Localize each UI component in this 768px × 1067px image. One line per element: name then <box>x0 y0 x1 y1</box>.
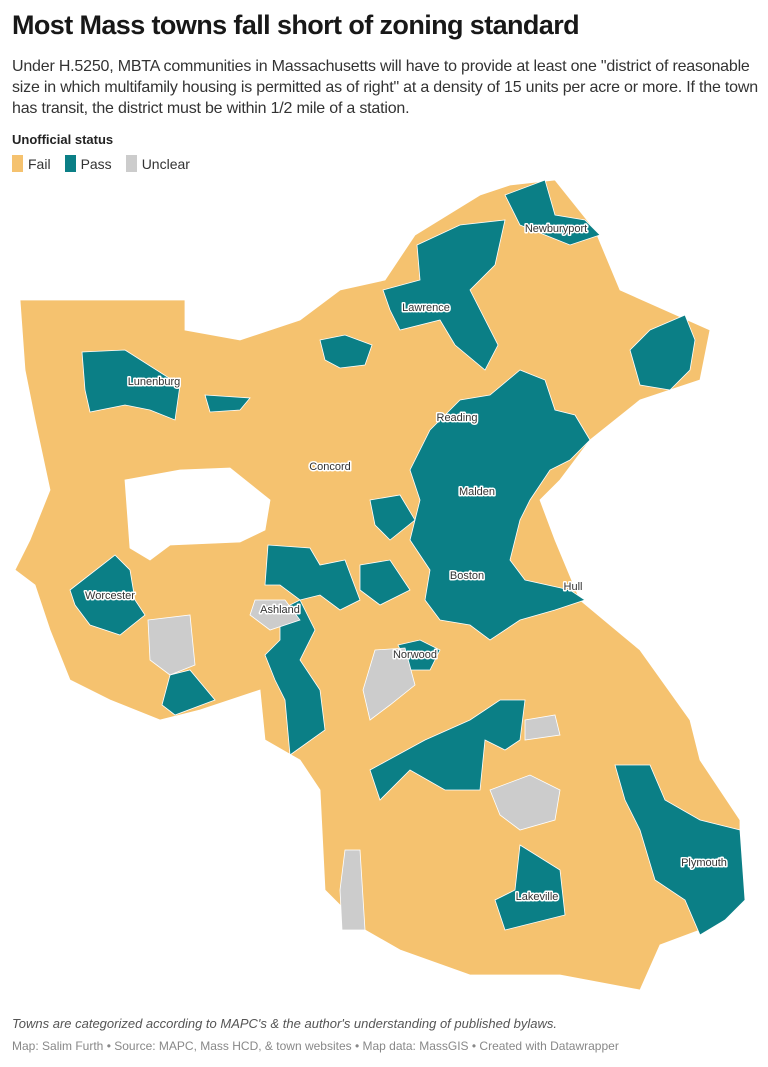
unclear-town[interactable] <box>147 614 196 676</box>
pass-town[interactable] <box>382 219 506 371</box>
footer-credits: Map: Salim Furth • Source: MAPC, Mass HC… <box>12 1039 619 1053</box>
town-label-norwood: Norwood <box>393 649 437 661</box>
town-label-lakeville: Lakeville <box>516 891 559 903</box>
town-label-reading: Reading <box>437 412 478 424</box>
pass-town[interactable] <box>369 699 526 801</box>
unclear-town[interactable] <box>339 849 366 931</box>
note: Towns are categorized according to MAPC'… <box>12 1016 558 1031</box>
legend-label: Unclear <box>141 155 190 172</box>
pass-town[interactable] <box>204 394 251 413</box>
pass-town[interactable] <box>161 669 216 716</box>
unmapped-gap[interactable] <box>124 467 271 561</box>
legend-item-unclear: Unclear <box>125 155 190 172</box>
town-label-newburyport: Newburyport <box>525 223 587 235</box>
legend-title: Unofficial status <box>12 132 114 147</box>
town-label-malden: Malden <box>459 486 495 498</box>
pass-town[interactable] <box>81 349 181 421</box>
legend-label: Fail <box>28 155 51 172</box>
town-label-lunenburg: Lunenburg <box>128 376 181 388</box>
pass-town[interactable] <box>494 844 566 931</box>
pass-town[interactable] <box>369 494 416 541</box>
pass-town[interactable] <box>614 764 746 936</box>
legend-item-fail: Fail <box>12 155 51 172</box>
unclear-town[interactable] <box>489 774 561 831</box>
pass-town[interactable] <box>629 314 696 391</box>
pass-town[interactable] <box>69 554 146 636</box>
pass-town[interactable] <box>264 599 326 756</box>
page-title: Most Mass towns fall short of zoning sta… <box>12 10 580 40</box>
town-label-ashland: Ashland <box>260 604 300 616</box>
town-label-plymouth: Plymouth <box>681 857 727 869</box>
legend-swatch <box>12 155 23 172</box>
unclear-town[interactable] <box>249 599 301 631</box>
town-label-lawrence: Lawrence <box>402 302 450 314</box>
pass-town[interactable] <box>359 559 411 606</box>
legend: Fail Pass Unclear <box>12 155 190 172</box>
legend-label: Pass <box>80 155 112 172</box>
legend-item-pass: Pass <box>64 155 112 172</box>
town-label-worcester: Worcester <box>85 590 135 602</box>
town-label-hull: Hull <box>564 581 583 593</box>
pass-town[interactable] <box>504 179 601 246</box>
legend-swatch <box>125 155 137 172</box>
subtitle: Under H.5250, MBTA communities in Massac… <box>12 58 758 117</box>
town-label-concord: Concord <box>309 461 351 473</box>
pass-town[interactable] <box>264 544 361 611</box>
unclear-town[interactable] <box>362 647 416 721</box>
unclear-town[interactable] <box>524 714 561 741</box>
town-label-boston: Boston <box>450 570 484 582</box>
legend-swatch <box>64 155 76 172</box>
pass-town[interactable] <box>319 334 373 369</box>
pass-town[interactable] <box>409 369 591 641</box>
